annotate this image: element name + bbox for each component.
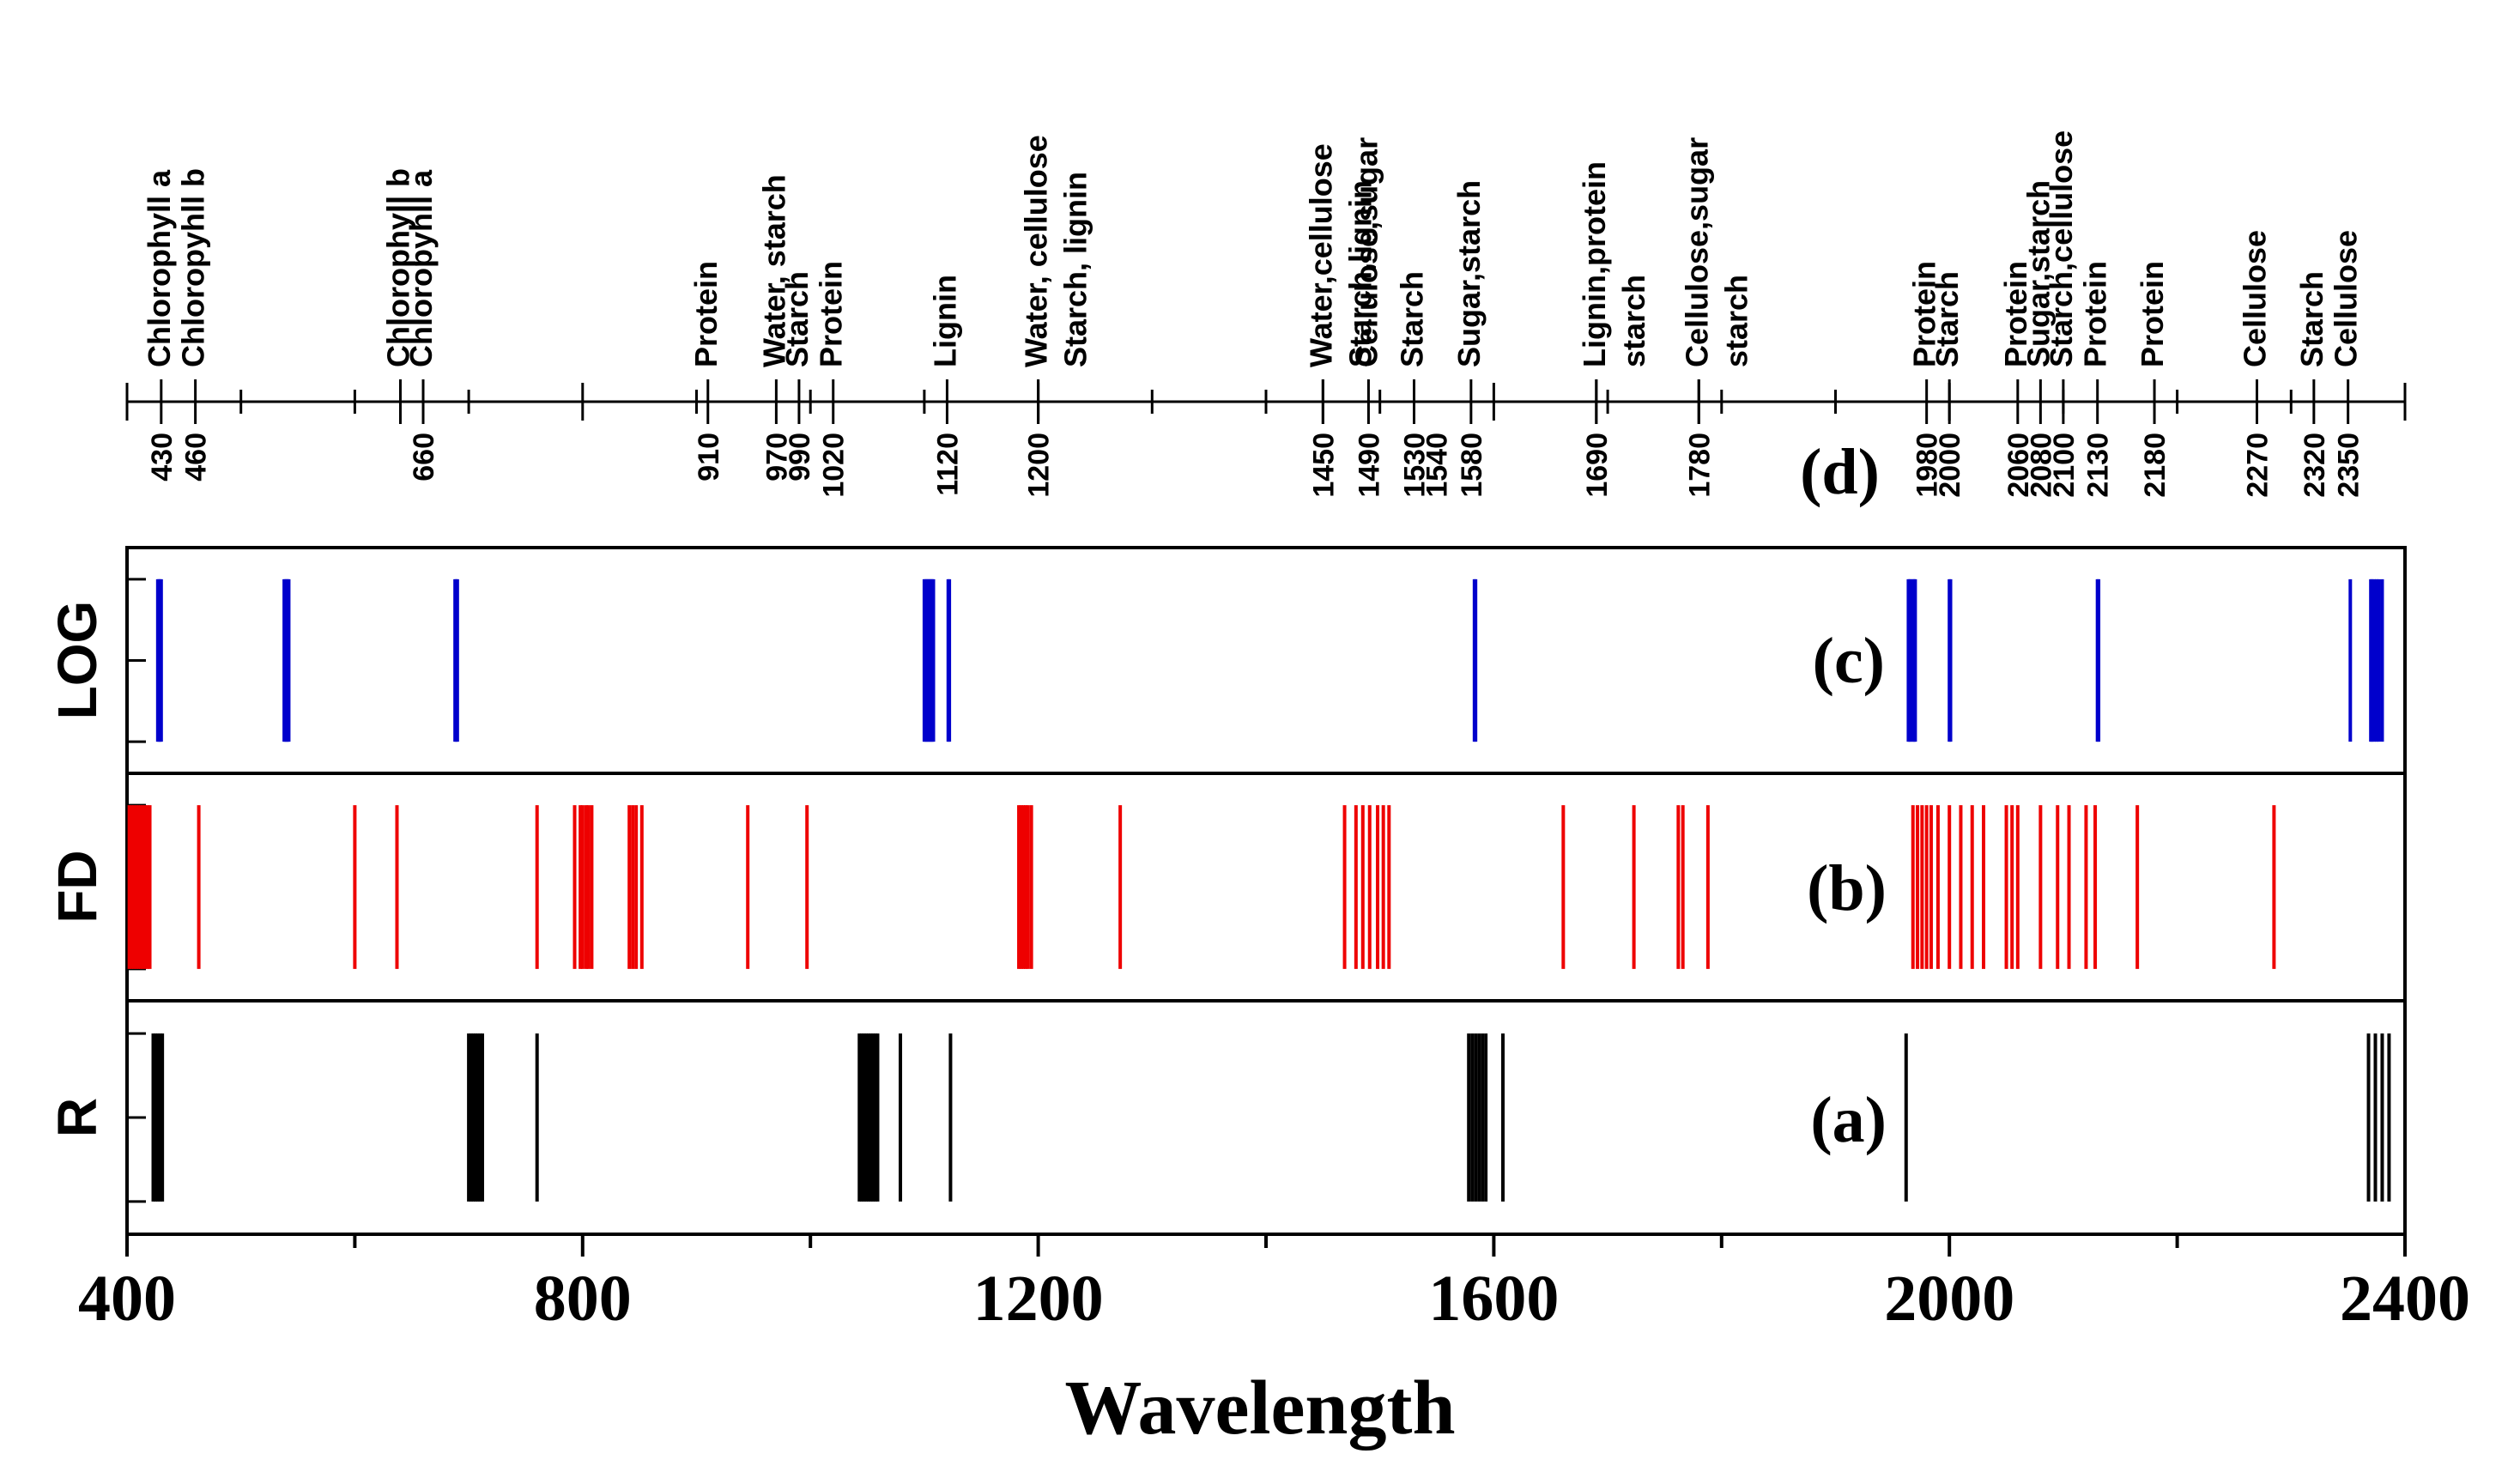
panel-fd-tag: (b) [1807, 852, 1887, 924]
annotation-label: Chlorophyll b [380, 168, 415, 367]
annotation-wavelength-label: 460 [180, 433, 213, 482]
annotation-wavelength-label: 1780 [1683, 433, 1716, 498]
annotation-wavelength-label: 1200 [1023, 433, 1056, 498]
x-tick-label: 2400 [2340, 1263, 2470, 1335]
annotation-wavelength-label: 660 [408, 433, 440, 482]
panel-d-tag: (d) [1800, 436, 1880, 508]
annotation-wavelength-label: 2000 [1934, 433, 1966, 498]
panel-log-tag: (c) [1813, 625, 1885, 697]
annotation-label: Protein [688, 261, 724, 367]
panel-fd-name: FD [46, 850, 108, 923]
x-axis-title: Wavelength [1064, 1366, 1455, 1451]
panel-r-tag: (a) [1810, 1084, 1887, 1156]
annotation-wavelength-label: 2100 [2048, 433, 2081, 498]
x-tick-label: 400 [78, 1263, 176, 1335]
annotation-wavelength-label: 2270 [2241, 433, 2274, 498]
annotation-wavelength-label: 2350 [2333, 433, 2366, 498]
panel-r-name: R [46, 1098, 108, 1137]
annotation-label: Starch [1395, 271, 1430, 367]
panel-r-ticks [125, 1032, 146, 1203]
x-tick-label: 800 [534, 1263, 632, 1335]
x-tick-label: 1600 [1428, 1263, 1559, 1335]
annotation-label: Cellulose,sugar [1348, 137, 1384, 367]
panel-log-name: LOG [46, 601, 108, 720]
panel-fd-frame [125, 772, 2407, 1002]
annotation-wavelength-label: 2080 [2025, 433, 2057, 498]
annotation-wavelength-label: 1530 [1399, 433, 1432, 498]
annotation-label: Cellulose,sugar [1679, 137, 1714, 367]
annotation-label: Protein [1998, 261, 2033, 367]
x-tick-label: 2000 [1884, 1263, 2014, 1335]
x-axis: 400 800 1200 1600 2000 2400 [78, 1234, 2470, 1335]
annotation-label: Protein [1907, 261, 1942, 367]
annotation-wavelength-label: 2320 [2299, 433, 2331, 498]
annotation-label: starch [1616, 275, 1651, 367]
annotation-label: Lignin,protein [1577, 161, 1612, 367]
annotation-label: Protein [2078, 261, 2113, 367]
annotation-label: Chlorophyll a [142, 169, 177, 367]
annotation-wavelength-label: 1020 [818, 433, 851, 498]
panel-fd-bands [127, 805, 2276, 969]
annotation-wavelength-label: 430 [146, 433, 179, 482]
panel-log-ticks [125, 578, 146, 743]
x-tick-label: 1200 [973, 1263, 1104, 1335]
panel-fd: FD (b) [46, 772, 2407, 1002]
annotation-wavelength-label: 970 [760, 433, 793, 482]
annotation-wavelength-label: 910 [693, 433, 725, 482]
annotation-wavelength-label: 1450 [1307, 433, 1340, 498]
annotation-label: Chloropyhll b [176, 168, 211, 367]
panel-r-bands [151, 1033, 2391, 1202]
annotation-label: Starch [2294, 271, 2329, 367]
annotation-wavelength-label: 1690 [1581, 433, 1614, 498]
panel-log: LOG (c) [46, 546, 2407, 775]
annotation-label: Water, starch [756, 174, 791, 367]
panel-r: R (a) [46, 999, 2407, 1236]
annotation-wavelength-label: 1980 [1911, 433, 1944, 498]
annotation-label: Starch [1929, 271, 1965, 367]
annotation-wavelength-label: 1490 [1353, 433, 1385, 498]
annotation-label: Protein [814, 261, 849, 367]
annotation-label: Water,cellulose [1303, 143, 1338, 367]
annotation-label: Water, cellulose [1019, 135, 1054, 367]
annotation-wavelength-label: 1580 [1456, 433, 1488, 498]
annotation-wavelength-label: 2180 [2139, 433, 2172, 498]
annotation-label: Sugar,starch [1451, 180, 1487, 367]
annotation-wavelength-label: 1120 [931, 433, 964, 496]
annotation-wavelength-label: 2060 [2002, 433, 2035, 498]
annotation-label: Lignin [927, 275, 962, 367]
panel-log-frame [125, 546, 2407, 775]
annotation-label: Starch,cellulose [2044, 130, 2079, 367]
annotation-label: Starch [779, 271, 815, 367]
annotation-label: Sugar,starch [2020, 180, 2056, 367]
annotation-label: Protein [2135, 261, 2170, 367]
annotation-wavelength-label: 2130 [2082, 433, 2115, 498]
annotation-label: Starch,lignin [1342, 180, 1378, 367]
annotation-wavelength-label: 1540 [1421, 433, 1454, 498]
annotation-label: starch [1718, 275, 1754, 367]
panel-log-bands [155, 578, 2384, 742]
annotation-wavelength-label: 990 [784, 433, 816, 482]
annotation-label: Cellulose [2237, 230, 2272, 367]
annotation-label: Chloropyhll a [403, 169, 439, 367]
annotation-label: Cellulose [2329, 230, 2364, 367]
annotation-label: Starch, lignin [1058, 172, 1093, 367]
